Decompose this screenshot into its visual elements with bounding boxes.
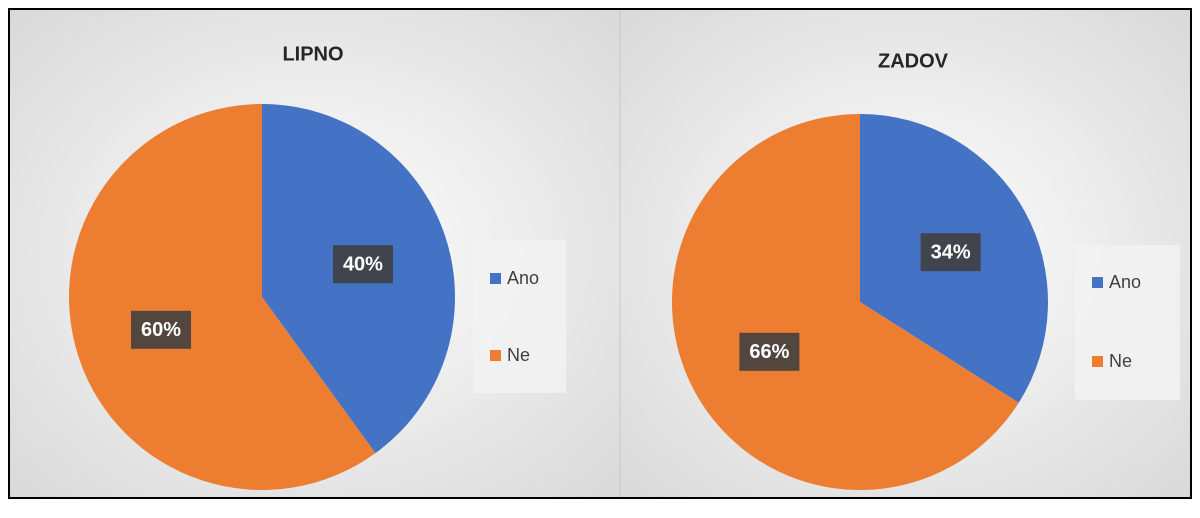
legend-label: Ne [507,345,530,365]
legend-label: Ne [1109,351,1132,371]
chart-title: LIPNO [282,43,343,65]
value-label-box [739,332,800,371]
value-label: 66% [749,341,789,363]
legend-swatch [1092,356,1103,367]
value-label: 60% [141,319,181,341]
border [8,8,1192,499]
value-label: 40% [343,253,383,275]
legend-swatch [1092,277,1103,288]
legend-swatch [490,350,501,361]
value-label-box [332,245,393,284]
pie-slice [68,104,376,491]
legend [1075,245,1180,400]
chart-title: ZADOV [878,50,949,72]
value-label-box [920,233,981,272]
value-label: 34% [931,241,971,263]
legend-label: Ano [1109,272,1141,292]
pie-slice [671,114,1019,490]
value-label-box [131,310,192,349]
legend-label: Ano [507,268,539,288]
legend-swatch [490,273,501,284]
legend [473,240,566,393]
